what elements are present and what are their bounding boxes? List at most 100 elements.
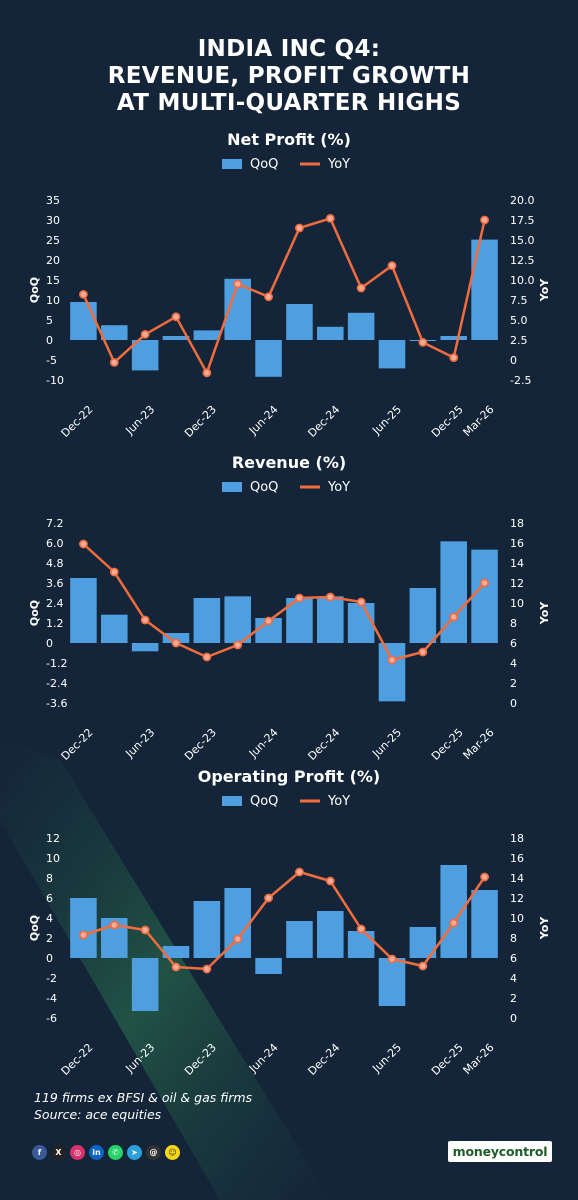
y-tick-label: 1.2 — [46, 617, 64, 630]
bar-qoq — [378, 643, 406, 702]
y2-tick-label: 12 — [510, 892, 524, 905]
y2-tick-label: 5.0 — [510, 314, 528, 327]
y-tick-label: -4 — [46, 992, 57, 1005]
threads-icon[interactable]: @ — [146, 1145, 161, 1160]
bar-qoq — [224, 596, 251, 643]
bar-qoq — [378, 958, 406, 1006]
yoy-point — [356, 924, 366, 934]
y2-tick-label: 8 — [510, 932, 517, 945]
legend-label: QoQ — [250, 480, 278, 495]
legend-label: YoY — [327, 794, 350, 809]
yoy-line — [82, 217, 486, 375]
y-tick-label: 2 — [46, 932, 53, 945]
footer-line: 119 firms ex BFSI & oil & gas firms — [34, 1090, 253, 1105]
y-tick-label: -10 — [46, 374, 64, 387]
x-tick-label: Dec-24 — [305, 403, 342, 440]
y2-axis-title: YoY — [538, 601, 551, 626]
y-tick-label: -3.6 — [46, 697, 67, 710]
x-tick-label: Dec-22 — [59, 1041, 96, 1078]
x-icon[interactable]: X — [51, 1145, 66, 1160]
bar-qoq — [347, 603, 375, 643]
yoy-point — [418, 337, 428, 347]
yoy-point — [171, 638, 181, 648]
x-tick-label: Jun-24 — [246, 1041, 281, 1076]
facebook-icon[interactable]: f — [32, 1145, 47, 1160]
bar-qoq — [471, 890, 498, 958]
y2-tick-label: 14 — [510, 872, 524, 885]
chart-title: Operating Profit (%) — [198, 767, 380, 786]
whatsapp-icon[interactable]: ✆ — [108, 1145, 123, 1160]
net-profit-chart: Net Profit (%) QoQ YoY 35 30 25 20 15 10 5 0 -5 -10 2… — [28, 130, 551, 440]
y2-tick-label: 17.5 — [510, 214, 535, 227]
bar-qoq — [131, 958, 159, 1011]
yoy-point — [264, 292, 273, 302]
yoy-point — [264, 893, 273, 903]
legend-swatch-qoq — [222, 482, 242, 492]
yoy-point — [480, 578, 489, 588]
moneycontrol-logo[interactable]: moneycontrol — [448, 1141, 552, 1162]
yoy-point — [233, 640, 243, 650]
footer-note: 119 firms ex BFSI & oil & gas firms Sour… — [34, 1089, 252, 1123]
x-tick-label: Dec-25 — [429, 726, 466, 760]
yoy-point — [295, 223, 304, 233]
title-line: REVENUE, PROFIT GROWTH — [107, 63, 471, 89]
bar-qoq — [193, 330, 221, 340]
yoy-point — [233, 279, 243, 289]
yoy-point — [356, 283, 366, 293]
y2-tick-label: 7.5 — [510, 294, 528, 307]
bar-qoq — [317, 911, 344, 958]
snapchat-icon[interactable]: ☺ — [165, 1145, 180, 1160]
bar-qoq — [347, 931, 375, 958]
y-tick-label: 8 — [46, 872, 53, 885]
y-tick-label: 5 — [46, 314, 53, 327]
legend-label: YoY — [327, 157, 350, 172]
y2-tick-label: 10 — [510, 597, 524, 610]
bar-qoq — [255, 340, 282, 377]
bar-qoq — [286, 921, 313, 958]
yoy-point — [418, 647, 428, 657]
yoy-point — [109, 920, 119, 930]
y2-tick-label: 6 — [510, 952, 517, 965]
instagram-icon[interactable]: ◎ — [70, 1145, 85, 1160]
y-tick-label: 6 — [46, 892, 53, 905]
y-tick-label: 7.2 — [46, 517, 64, 530]
operating-profit-chart: Operating Profit (%) QoQ YoY 12 10 8 6 4 2 0 -2 -4 -… — [28, 767, 551, 1078]
y-tick-label: 4.8 — [46, 557, 64, 570]
bar-qoq — [471, 239, 498, 340]
linkedin-icon[interactable]: in — [89, 1145, 104, 1160]
yoy-point — [449, 612, 459, 622]
telegram-icon[interactable]: ➤ — [127, 1145, 142, 1160]
revenue-chart: Revenue (%) QoQ YoY 7.2 6.0 4.8 3.6 2.4 1.2 0 -1.2… — [28, 453, 551, 760]
x-tick-label: Dec-22 — [59, 403, 96, 440]
y2-axis-title: YoY — [538, 278, 551, 303]
y-axis-title: QoQ — [28, 277, 41, 303]
x-tick-label: Dec-24 — [305, 1041, 342, 1078]
yoy-point — [171, 962, 181, 972]
x-tick-label: Jun-24 — [246, 726, 281, 760]
y-tick-label: 0 — [46, 952, 53, 965]
y-tick-label: -5 — [46, 354, 57, 367]
y-tick-label: 35 — [46, 194, 60, 207]
y-tick-label: 25 — [46, 234, 60, 247]
y2-tick-label: 14 — [510, 557, 524, 570]
bar-qoq — [162, 336, 190, 340]
x-tick-label: Mar-26 — [461, 726, 497, 760]
bar-qoq — [193, 901, 221, 958]
bar-qoq — [70, 302, 97, 340]
x-tick-label: Dec-23 — [182, 1041, 219, 1078]
yoy-point — [387, 655, 397, 665]
yoy-point — [325, 214, 335, 223]
bar-qoq — [162, 633, 190, 643]
y-tick-label: 0 — [46, 334, 53, 347]
y2-tick-label: 18 — [510, 517, 524, 530]
yoy-point — [449, 918, 459, 928]
yoy-point — [233, 934, 243, 944]
y-tick-label: 3.6 — [46, 577, 64, 590]
y2-tick-label: 4 — [510, 657, 517, 670]
title-line: AT MULTI-QUARTER HIGHS — [116, 90, 462, 116]
x-tick-label: Dec-23 — [182, 726, 219, 760]
yoy-point — [79, 539, 88, 549]
y2-tick-label: 0 — [510, 697, 517, 710]
page-title: INDIA INC Q4: REVENUE, PROFIT GROWTH AT … — [0, 36, 578, 117]
yoy-point — [79, 289, 88, 299]
